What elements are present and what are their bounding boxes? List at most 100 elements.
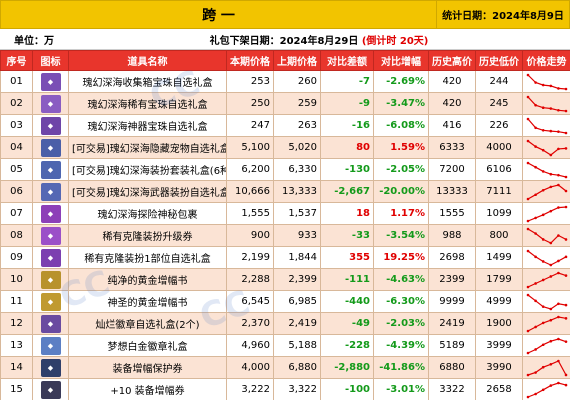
row-diff: -16 <box>320 114 374 137</box>
trend-point <box>549 185 552 188</box>
row-diff: -7 <box>320 70 374 93</box>
trend-point <box>541 278 544 281</box>
trend-line <box>527 337 566 354</box>
trend-point <box>564 339 567 343</box>
row-previous-price: 2,399 <box>273 268 321 291</box>
trend-point <box>526 95 529 98</box>
trend-point <box>526 373 529 376</box>
row-low: 4000 <box>475 136 523 159</box>
trend-point <box>556 86 560 90</box>
jewel-box-icon: ◆ <box>40 314 61 333</box>
row-name: 瑰幻深海探险神秘包裹 <box>68 202 227 225</box>
row-diff: -440 <box>320 290 374 313</box>
row-icon-cell: ◆ <box>32 268 69 291</box>
trend-point <box>541 237 544 241</box>
row-name: 纯净的黄金增幅书 <box>68 268 227 291</box>
row-previous-price: 5,020 <box>273 136 321 159</box>
trend-point <box>533 80 537 84</box>
row-trend <box>522 290 570 313</box>
trend-line <box>527 294 566 310</box>
trend-point <box>526 351 529 354</box>
row-high: 988 <box>428 224 476 247</box>
trend-line <box>527 140 566 156</box>
row-high: 416 <box>428 114 476 137</box>
row-current-price: 247 <box>226 114 274 137</box>
row-no: 08 <box>0 224 33 247</box>
trend-sparkline <box>526 161 567 178</box>
row-pct: 1.59% <box>373 136 429 159</box>
trend-point <box>541 259 544 263</box>
trend-point <box>526 139 529 142</box>
row-pct: -20.00% <box>373 180 429 203</box>
table-row: 07 ◆ 瑰幻深海探险神秘包裹 1,555 1,537 18 1.17% 1555 1099 <box>0 202 570 225</box>
row-pct: 19.25% <box>373 246 429 269</box>
row-previous-price: 6,985 <box>273 290 321 313</box>
col-low: 历史低价 <box>475 50 523 71</box>
row-name: 装备增幅保护券 <box>68 356 227 379</box>
row-current-price: 2,370 <box>226 312 274 335</box>
trend-point <box>549 362 552 366</box>
trend-point <box>564 273 567 277</box>
row-icon-cell: ◆ <box>32 356 69 379</box>
row-icon-cell: ◆ <box>32 92 69 115</box>
trend-line <box>527 250 566 266</box>
trend-point <box>549 172 552 175</box>
row-icon-cell: ◆ <box>32 202 69 225</box>
trend-point <box>564 109 567 112</box>
row-current-price: 2,288 <box>226 268 274 291</box>
trend-point <box>549 106 552 110</box>
row-high: 420 <box>428 70 476 93</box>
trend-line <box>527 118 566 134</box>
table-row: 15 ◆ +10 装备增幅券 3,222 3,322 -100 -3.01% 3322 2658 <box>0 378 570 400</box>
trend-point <box>541 83 544 86</box>
unit-label: 单位：万 <box>14 35 54 47</box>
trend-point <box>533 103 537 107</box>
trend-line <box>527 227 566 244</box>
row-pct: -6.30% <box>373 290 429 313</box>
row-diff: -111 <box>320 268 374 291</box>
trend-line <box>527 271 566 288</box>
row-high: 2698 <box>428 246 476 269</box>
col-icon: 图标 <box>32 50 69 71</box>
row-previous-price: 3,322 <box>273 378 321 400</box>
row-pct: -41.86% <box>373 356 429 379</box>
row-trend <box>522 70 570 93</box>
trend-sparkline <box>526 205 567 222</box>
trend-point <box>549 339 552 343</box>
trend-point <box>564 87 567 90</box>
trend-point <box>541 304 544 308</box>
trend-point <box>549 318 552 322</box>
row-no: 09 <box>0 246 33 269</box>
trend-point <box>556 108 560 112</box>
trend-line <box>527 74 566 90</box>
row-previous-price: 259 <box>273 92 321 115</box>
row-trend <box>522 378 570 400</box>
trend-point <box>564 205 567 208</box>
trend-point <box>541 387 544 391</box>
row-diff: -9 <box>320 92 374 115</box>
info-bar: 单位：万 礼包下架日期：2024年8月29日 (倒计时 20天) <box>0 29 570 50</box>
col-high: 历史高价 <box>428 50 476 71</box>
dream-badge-icon: ◆ <box>40 336 61 355</box>
row-name: 梦想白金徽章礼盒 <box>68 334 227 357</box>
trend-point <box>556 381 560 384</box>
trend-point <box>526 249 529 252</box>
col-pct: 对比增幅 <box>373 50 429 71</box>
trend-point <box>564 255 567 258</box>
trend-point <box>564 175 567 178</box>
trend-point <box>549 383 552 387</box>
table-row: 02 ◆ 瑰幻深海稀有宝珠自选礼盒 250 259 -9 -3.47% 420 245 <box>0 92 570 115</box>
row-trend <box>522 224 570 247</box>
trend-point <box>541 321 544 324</box>
row-name: 瑰幻深海收集箱宝珠自选礼盒 <box>68 70 227 93</box>
row-previous-price: 263 <box>273 114 321 137</box>
row-no: 15 <box>0 378 33 400</box>
row-high: 9999 <box>428 290 476 313</box>
col-no: 序号 <box>0 50 33 71</box>
row-trend <box>522 92 570 115</box>
trend-sparkline <box>526 183 567 200</box>
clone-box-icon: ◆ <box>40 248 61 267</box>
trend-point <box>541 128 544 132</box>
row-no: 03 <box>0 114 33 137</box>
trend-point <box>533 370 537 374</box>
